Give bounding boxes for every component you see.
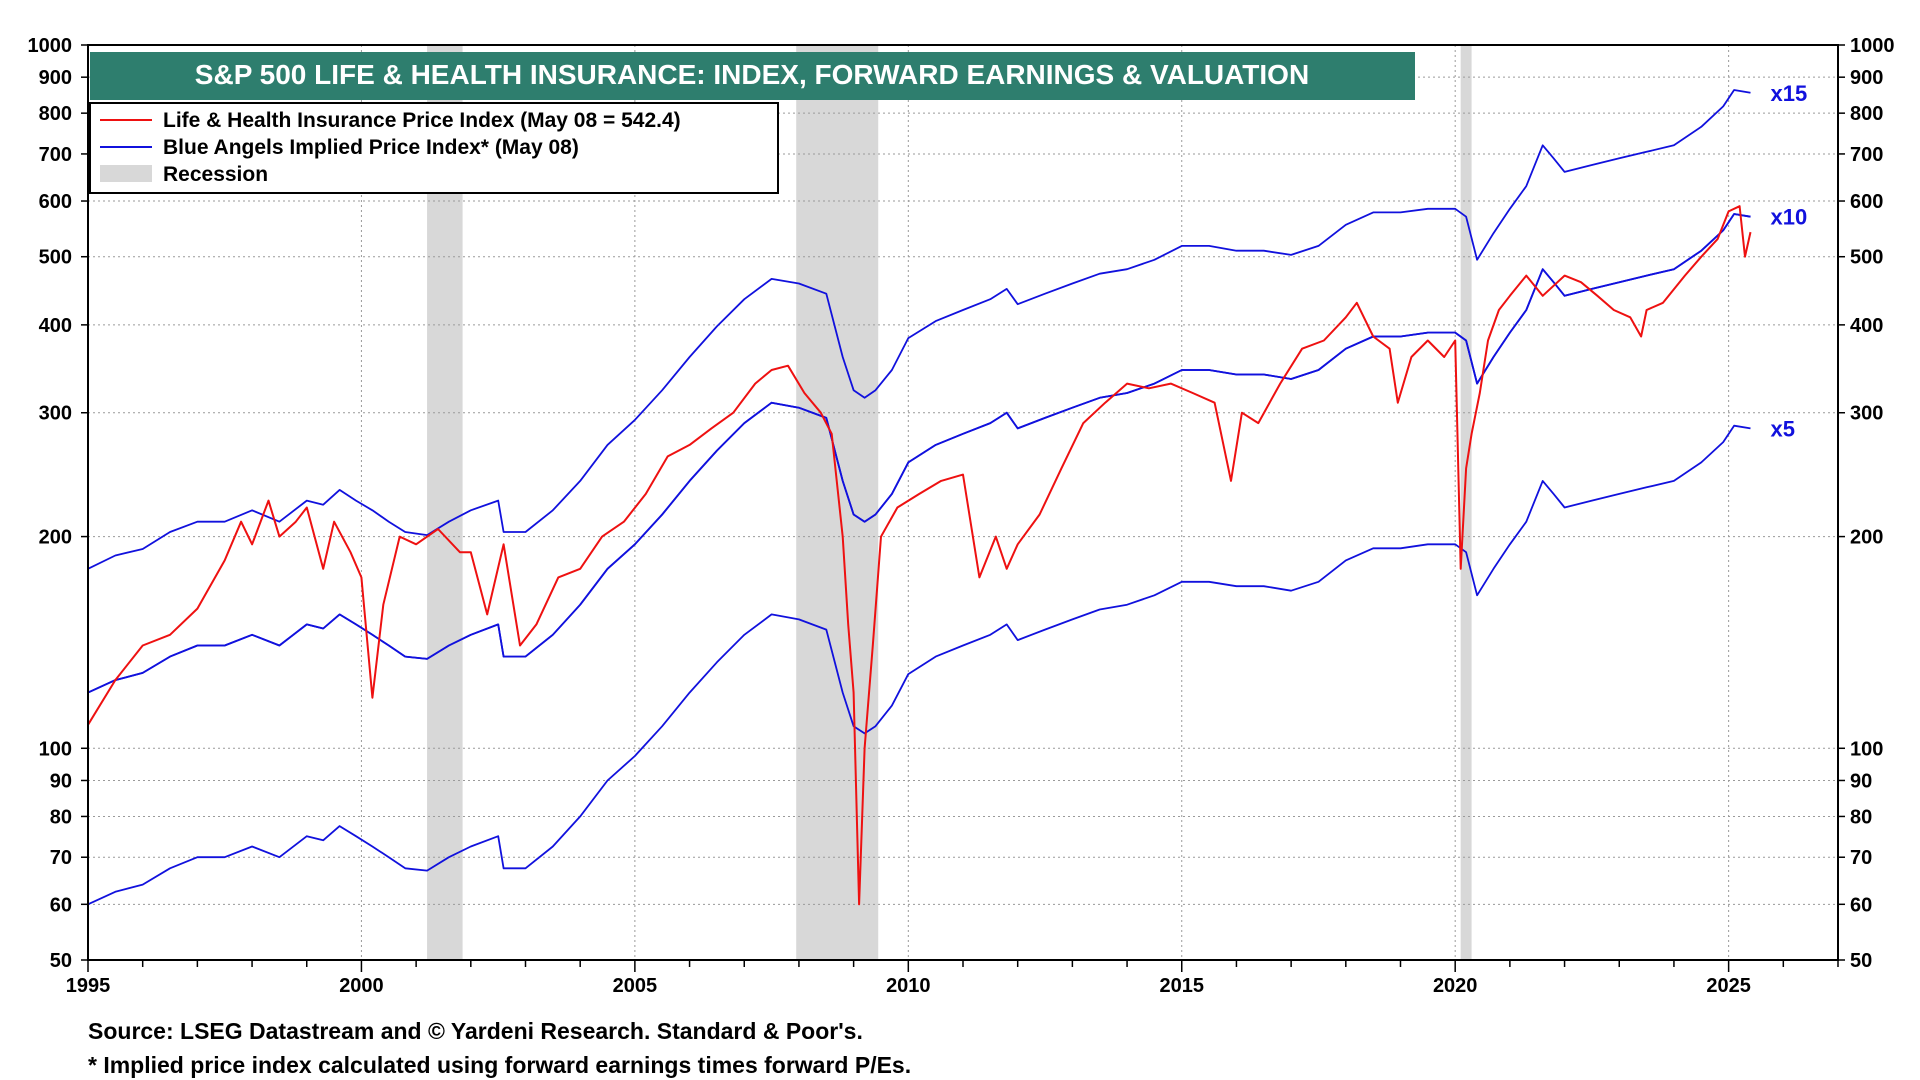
legend-box bbox=[89, 102, 779, 194]
y-tick-label-right: 600 bbox=[1850, 191, 1883, 213]
y-tick-label-left: 1000 bbox=[28, 35, 73, 57]
x-tick-label: 2025 bbox=[1706, 975, 1751, 997]
y-tick-label-left: 700 bbox=[39, 144, 72, 166]
x-tick-label: 2015 bbox=[1160, 975, 1205, 997]
legend-label-implied-index: Blue Angels Implied Price Index* (May 08… bbox=[163, 136, 579, 159]
series-line-x15 bbox=[87, 89, 1751, 570]
y-tick-label-right: 80 bbox=[1850, 806, 1872, 828]
y-tick-label-left: 300 bbox=[39, 403, 72, 425]
y-tick-label-right: 50 bbox=[1850, 950, 1872, 972]
series-line-x10 bbox=[87, 213, 1751, 694]
recession-bands bbox=[427, 45, 1472, 960]
y-tick-label-left: 90 bbox=[50, 770, 72, 792]
y-tick-label-right: 900 bbox=[1850, 67, 1883, 89]
legend-label-price-index: Life & Health Insurance Price Index (May… bbox=[163, 109, 681, 132]
recession-band bbox=[1460, 45, 1472, 960]
y-tick-label-right: 100 bbox=[1850, 738, 1883, 760]
series-line-life-health-insurance-price-index-may-08-542-4 bbox=[87, 205, 1752, 906]
y-tick-label-right: 500 bbox=[1850, 247, 1883, 269]
line-label-x10: x10 bbox=[1771, 205, 1808, 230]
legend: Life & Health Insurance Price Index (May… bbox=[89, 102, 779, 194]
y-tick-label-right: 1000 bbox=[1850, 35, 1895, 57]
chart-title: S&P 500 LIFE & HEALTH INSURANCE: INDEX, … bbox=[195, 59, 1309, 90]
y-tick-label-left: 50 bbox=[50, 950, 72, 972]
y-tick-label-right: 700 bbox=[1850, 144, 1883, 166]
legend-swatch-recession bbox=[100, 165, 152, 182]
line-labels: x15 x10 x5 bbox=[1771, 81, 1808, 442]
implied-price-note: * Implied price index calculated using f… bbox=[88, 1052, 912, 1078]
recession-band bbox=[796, 45, 879, 960]
y-tick-label-right: 200 bbox=[1850, 527, 1883, 549]
y-tick-label-left: 200 bbox=[39, 527, 72, 549]
y-tick-label-right: 400 bbox=[1850, 315, 1883, 337]
x-tick-label: 2020 bbox=[1433, 975, 1478, 997]
y-tick-label-right: 60 bbox=[1850, 894, 1872, 916]
y-tick-label-right: 300 bbox=[1850, 403, 1883, 425]
axes: 50 50 60 60 70 70 80 80 90 90 100 100 200 200 300 300 40… bbox=[28, 35, 1895, 997]
x-tick-label: 1995 bbox=[66, 975, 111, 997]
source-note: Source: LSEG Datastream and © Yardeni Re… bbox=[88, 1018, 863, 1044]
y-tick-label-left: 70 bbox=[50, 847, 72, 869]
y-tick-label-left: 60 bbox=[50, 894, 72, 916]
y-tick-label-left: 80 bbox=[50, 806, 72, 828]
legend-label-recession: Recession bbox=[163, 163, 268, 186]
line-label-x15: x15 bbox=[1771, 81, 1808, 106]
title-banner bbox=[90, 52, 1415, 100]
y-tick-label-left: 800 bbox=[39, 103, 72, 125]
line-label-x5: x5 bbox=[1771, 416, 1795, 441]
recession-band bbox=[427, 45, 463, 960]
series-line-x5 bbox=[87, 424, 1751, 906]
y-tick-label-right: 800 bbox=[1850, 103, 1883, 125]
y-tick-label-right: 70 bbox=[1850, 847, 1872, 869]
x-tick-label: 2010 bbox=[886, 975, 931, 997]
x-tick-label: 2005 bbox=[613, 975, 658, 997]
series-lines bbox=[87, 89, 1752, 906]
y-tick-label-left: 100 bbox=[39, 738, 72, 760]
series-line-blue-angels-implied-price-index-may-08 bbox=[87, 213, 1751, 694]
x-tick-label: 2000 bbox=[339, 975, 384, 997]
y-tick-label-left: 400 bbox=[39, 315, 72, 337]
y-tick-label-right: 90 bbox=[1850, 770, 1872, 792]
y-tick-label-left: 600 bbox=[39, 191, 72, 213]
y-tick-label-left: 900 bbox=[39, 67, 72, 89]
y-tick-label-left: 500 bbox=[39, 247, 72, 269]
